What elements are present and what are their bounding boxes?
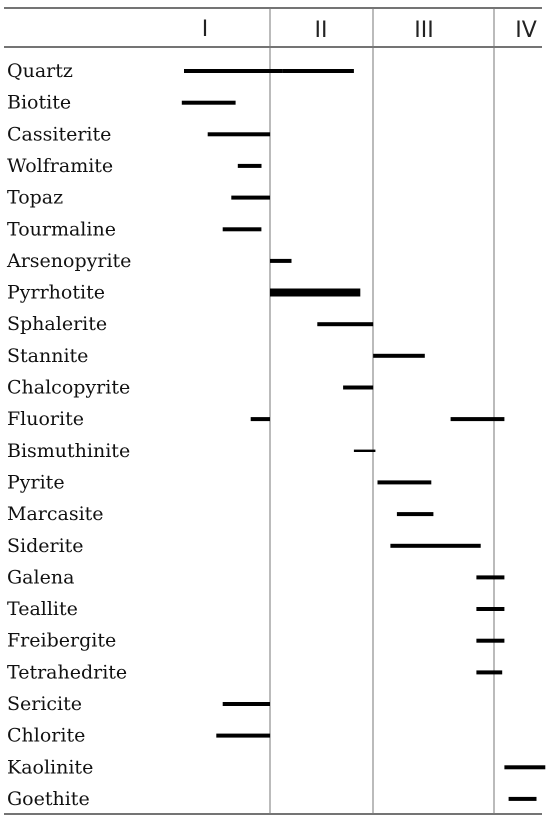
mineral-label: Goethite [7,788,90,810]
mineral-label: Galena [7,566,74,588]
mineral-label: Chalcopyrite [7,377,130,399]
mineral-row-topaz: Topaz [7,187,270,209]
duration-bar [343,385,374,390]
stage-label-iv: IV [515,18,537,43]
mineral-row-pyrrhotite: Pyrrhotite [7,282,361,304]
mineral-label: Tetrahedrite [7,661,127,683]
mineral-row-fluorite: Fluorite [7,408,505,430]
duration-bar [237,163,262,168]
stage-label-i: I [202,17,209,42]
mineral-label: Siderite [7,535,84,557]
duration-bar [222,702,270,706]
duration-bar [476,607,505,611]
mineral-row-sphalerite: Sphalerite [7,313,374,335]
diagram-frame [4,7,542,815]
mineral-label: Pyrrhotite [7,282,105,304]
duration-bar [377,480,432,485]
mineral-label: Freibergite [7,630,116,652]
mineral-label: Sphalerite [7,313,107,335]
stage-label-ii: II [315,18,328,43]
duration-bar [396,512,434,517]
mineral-row-kaolinite: Kaolinite [7,756,546,778]
duration-bar [317,322,374,327]
mineral-label: Chlorite [7,725,85,747]
mineral-row-bismuthinite: Bismuthinite [7,440,376,462]
mineral-label: Kaolinite [7,756,93,778]
mineral-row-goethite: Goethite [7,788,537,810]
mineral-label: Cassiterite [7,123,111,145]
duration-bar [222,227,262,232]
mineral-row-galena: Galena [7,566,505,588]
mineral-label: Quartz [7,60,73,82]
mineral-row-biotite: Biotite [7,92,236,114]
duration-bar [476,638,505,643]
mineral-row-pyrite: Pyrite [7,471,432,493]
mineral-row-tetrahedrite: Tetrahedrite [7,661,503,683]
duration-bar [373,353,425,358]
duration-bar [476,575,505,580]
mineral-label: Pyrite [7,471,65,493]
mineral-row-tourmaline: Tourmaline [7,218,262,240]
mineral-row-siderite: Siderite [7,535,481,557]
mineral-row-quartz: Quartz [7,60,354,82]
mineral-row-marcasite: Marcasite [7,503,434,525]
mineral-label: Topaz [7,187,63,209]
duration-bar [476,670,503,675]
stage-headers: I II III IV [202,17,537,43]
duration-bar [504,765,546,770]
mineral-row-freibergite: Freibergite [7,630,505,652]
mineral-row-stannite: Stannite [7,345,425,367]
mineral-label: Arsenopyrite [6,250,131,272]
mineral-label: Bismuthinite [7,440,130,462]
mineral-row-sericite: Sericite [7,693,270,715]
mineral-label: Sericite [7,693,82,715]
mineral-row-chalcopyrite: Chalcopyrite [7,377,374,399]
mineral-label: Teallite [7,598,78,620]
mineral-rows: Quartz Biotite Cassiterite Wolframite Topaz T… [6,60,546,810]
duration-bar [282,69,354,73]
mineral-row-wolframite: Wolframite [7,155,262,177]
duration-bar [231,195,270,200]
duration-bar [353,449,376,452]
duration-bar [390,543,481,548]
duration-bar [184,69,283,73]
duration-bar [508,796,537,801]
mineral-row-chlorite: Chlorite [7,725,271,747]
mineral-label: Tourmaline [7,218,116,240]
duration-bar [181,100,236,105]
duration-bar [250,417,270,422]
mineral-row-cassiterite: Cassiterite [7,123,271,145]
mineral-label: Fluorite [7,408,84,430]
duration-bar [216,733,271,738]
duration-bar [270,288,361,297]
mineral-row-arsenopyrite: Arsenopyrite [6,250,292,272]
stage-label-iii: III [414,18,433,43]
mineral-label: Biotite [7,92,71,114]
duration-bar [207,132,271,137]
duration-bar [270,258,292,263]
mineral-label: Marcasite [7,503,104,525]
mineral-label: Stannite [7,345,88,367]
duration-bar [450,417,505,422]
mineral-label: Wolframite [7,155,113,177]
mineral-row-teallite: Teallite [7,598,505,620]
